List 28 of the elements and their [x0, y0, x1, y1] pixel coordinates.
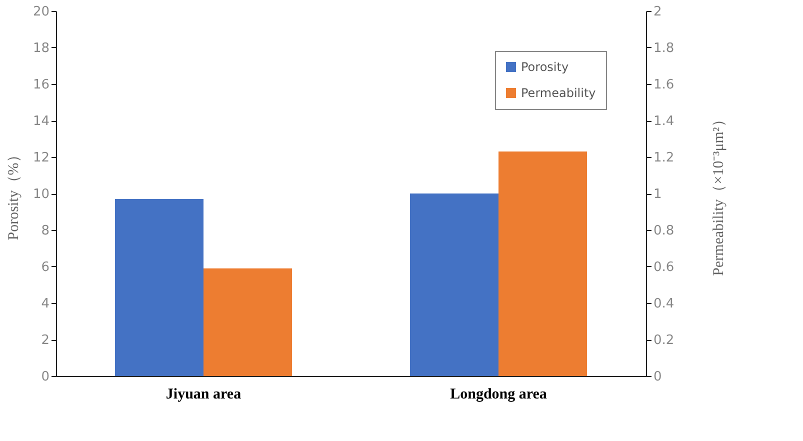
y2-tick-label: 0.6 — [654, 260, 674, 275]
y2-tick-label: 0.4 — [654, 296, 674, 312]
y2-tick-label: 1.4 — [654, 114, 674, 129]
y2-axis-title: Permeability（×10⁻³μm²） — [711, 112, 728, 276]
y-tick-label: 14 — [32, 114, 50, 129]
y2-tick-label: 1 — [654, 187, 662, 202]
legend-label: Permeability — [521, 86, 596, 100]
y-tick-label: 2 — [41, 333, 50, 348]
y2-tick-label: 1.6 — [654, 78, 674, 92]
y-tick-label: 8 — [41, 224, 50, 238]
y2-tick-label: 0.2 — [654, 333, 674, 348]
y2-tick-label: 1.8 — [654, 41, 674, 56]
y-tick-label: 20 — [32, 4, 50, 20]
y2-tick-label: 0 — [654, 370, 662, 384]
y2-tick-label: 1.2 — [654, 150, 674, 166]
y-tick-label: 10 — [32, 187, 50, 202]
y-tick-label: 0 — [41, 370, 50, 384]
x-tick-label: Longdong area — [450, 386, 548, 402]
y-tick-label: 16 — [32, 78, 50, 92]
x-tick-label: Jiyuan area — [166, 386, 242, 402]
y-tick-label: 12 — [32, 150, 50, 166]
y2-tick-label: 0.8 — [654, 224, 674, 238]
legend-label: Porosity — [521, 60, 569, 74]
y-tick-label: 6 — [41, 260, 50, 275]
y-tick-label: 4 — [41, 296, 50, 312]
y-axis-title: Porosity（%） — [6, 148, 22, 240]
y-tick-label: 18 — [32, 41, 50, 56]
y2-tick-label: 2 — [654, 4, 662, 20]
